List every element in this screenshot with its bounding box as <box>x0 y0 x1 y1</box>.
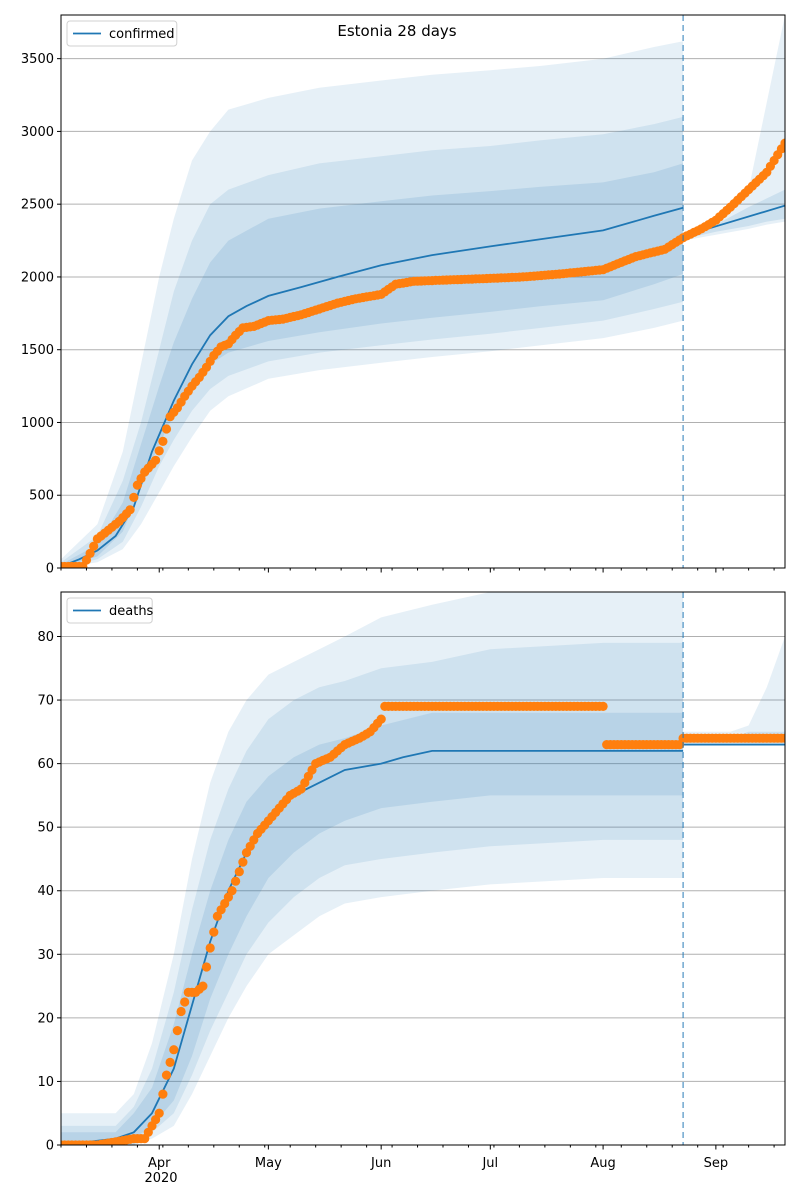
observed-point <box>158 436 168 446</box>
legend-box <box>66 20 178 47</box>
band-inner <box>61 712 684 1145</box>
y-tick-label: 20 <box>37 1011 54 1026</box>
chart-title: Estonia 28 days <box>337 22 456 40</box>
plot-area <box>61 592 785 1145</box>
observed-point <box>780 138 785 148</box>
observed-point <box>180 997 190 1007</box>
y-tick-label: 2500 <box>21 198 54 213</box>
x-tick-label: Jun <box>370 1156 391 1171</box>
observed-point <box>209 927 219 937</box>
observed-point <box>198 981 208 991</box>
y-tick-label: 3500 <box>21 52 54 67</box>
median-line <box>61 206 684 568</box>
y-tick-label: 70 <box>37 694 54 709</box>
y-tick-label: 2000 <box>21 270 54 285</box>
observed-point <box>85 548 95 559</box>
x-tick-label: Sep <box>704 1156 729 1171</box>
observed-point <box>227 886 237 896</box>
band-after-inner <box>683 189 785 240</box>
observed-point <box>125 505 135 515</box>
y-tick-label: 50 <box>37 821 54 836</box>
legend-box <box>66 597 153 624</box>
band-outer <box>61 592 684 1145</box>
y-tick-label: 0 <box>46 562 54 577</box>
observed-point <box>598 701 608 712</box>
legend-label: deaths <box>109 604 154 619</box>
plot-area <box>61 15 785 568</box>
observed-point <box>176 1006 186 1017</box>
observed-point <box>161 1070 172 1080</box>
observed-point <box>154 1108 164 1118</box>
band-inner <box>61 163 684 568</box>
observed-point <box>234 867 244 877</box>
y-tick-label: 0 <box>46 1139 54 1154</box>
confirmed-panel: 0 500 1000 1500 2000 2500 3000 3500 confirmed <box>21 14 786 577</box>
x-tick-label: Aug <box>590 1156 615 1171</box>
observed-point <box>376 714 386 724</box>
legend: confirmed <box>66 20 178 47</box>
band-outer <box>61 41 684 568</box>
deaths-panel: 0 10 20 30 40 50 60 70 80 Apr May Jun Jul Aug Sep death… <box>37 591 786 1171</box>
y-tick-label: 60 <box>37 757 54 772</box>
legend-label: confirmed <box>109 27 175 42</box>
observed-point <box>172 1026 182 1036</box>
observed-point <box>205 943 215 953</box>
observed-point <box>154 446 164 456</box>
axes-frame <box>60 591 786 1146</box>
legend: deaths <box>66 597 154 624</box>
observed-point <box>89 541 99 551</box>
observed-point <box>165 1057 175 1067</box>
x-tick-label: May <box>255 1156 282 1171</box>
y-tick-label: 80 <box>37 630 54 645</box>
observed-point <box>129 492 139 502</box>
observed-point <box>151 455 161 465</box>
observed-point <box>238 857 248 867</box>
y-tick-label: 40 <box>37 884 54 899</box>
band-middle <box>61 116 684 568</box>
observed-points <box>61 138 785 568</box>
observed-point <box>231 876 241 886</box>
observed-point <box>161 424 172 434</box>
y-tick-label: 1000 <box>21 416 54 431</box>
axes-frame <box>60 14 786 569</box>
band-middle <box>61 642 684 1145</box>
observed-point <box>201 962 212 972</box>
y-tick-label: 10 <box>37 1075 54 1090</box>
observed-point <box>158 1089 168 1099</box>
band-after-outer <box>683 636 785 745</box>
x-tick-label: Apr <box>148 1156 171 1171</box>
y-tick-label: 1500 <box>21 343 54 358</box>
y-tick-label: 30 <box>37 948 54 963</box>
y-tick-label: 3000 <box>21 125 54 140</box>
x-tick-label: Jul <box>481 1156 498 1171</box>
observed-point <box>780 733 785 743</box>
observed-points <box>61 701 785 1145</box>
x-year-label: 2020 <box>144 1171 177 1186</box>
observed-point <box>169 1045 179 1055</box>
y-tick-label: 500 <box>29 489 54 504</box>
